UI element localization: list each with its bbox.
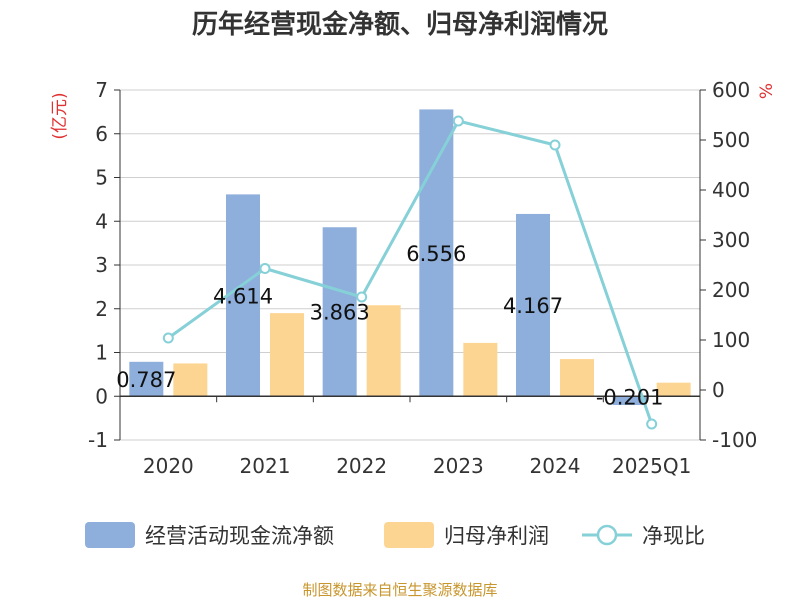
cashflow-bar [226,194,260,397]
cashflow-bar [129,361,164,397]
category-label: 2020 [143,454,194,478]
profit-bar [173,363,208,397]
cashflow-data-label: 3.863 [310,301,370,325]
category-label: 2025Q1 [612,454,691,478]
right-tick-label: 100 [712,328,750,352]
legend-swatch-cashflow [85,522,135,548]
cashflow-bar [419,109,454,397]
cashflow-data-label: 6.556 [406,242,466,266]
category-label: 2023 [433,454,484,478]
left-tick-label: 4 [95,209,108,233]
left-tick-label: 2 [95,297,108,321]
source-note: 制图数据来自恒生聚源数据库 [302,581,497,599]
ratio-point [452,115,464,127]
legend: 经营活动现金流净额 归母净利润 净现比 [85,522,705,548]
category-label: 2024 [530,454,581,478]
profit-bar [560,359,594,397]
category-label: 2022 [336,454,387,478]
ratio-point [259,263,271,274]
right-tick-label: 400 [712,178,750,202]
data-labels: 0.787 4.614 3.863 6.556 4.167 -0.201 [116,242,663,409]
cashflow-bar [322,227,357,397]
profit-bar [270,313,304,397]
ratio-line [162,115,658,430]
cashflow-data-label: 0.787 [116,368,176,392]
ratio-point [646,418,658,430]
category-label: 2021 [240,454,291,478]
bars [129,109,691,406]
axes [114,89,706,441]
legend-swatch-profit [384,522,434,548]
right-tick-label: 200 [712,278,750,302]
right-tick-label: 0 [712,378,725,402]
left-tick-label: 1 [95,341,108,365]
chart-title: 历年经营现金净额、归母净利润情况 [192,9,608,40]
ratio-point [549,139,561,151]
legend-label-ratio: 净现比 [642,524,705,548]
profit-bar [463,342,498,397]
legend-label-profit: 归母净利润 [444,524,549,548]
right-axis-unit: % [757,83,777,99]
tick-labels: -1 0 1 2 3 4 5 6 7 -100 0 100 200 300 400 500 600 2020 202… [88,78,757,478]
left-tick-label: 3 [95,253,108,277]
cashflow-bar [612,396,647,406]
left-tick-label: 5 [95,166,108,190]
ratio-point [356,291,368,303]
left-tick-label: 6 [95,122,108,146]
cashflow-data-label: 4.614 [213,284,273,308]
cashflow-bar [516,213,550,397]
left-tick-label: 7 [95,78,108,102]
right-tick-label: 300 [712,228,750,252]
left-axis-unit: (亿元) [50,92,70,139]
left-tick-label: -1 [88,428,108,452]
right-tick-label: 500 [712,128,750,152]
profit-bar [366,305,401,397]
cashflow-data-label: -0.201 [596,385,664,409]
ratio-line-path [167,119,654,425]
profit-bar [656,382,691,397]
legend-label-cashflow: 经营活动现金流净额 [145,524,334,548]
left-tick-label: 0 [95,384,108,408]
right-tick-label: -100 [712,428,757,452]
cashflow-data-label: 4.167 [503,294,563,318]
right-tick-label: 600 [712,78,750,102]
ratio-point [162,332,174,344]
legend-marker-ratio [596,524,618,546]
